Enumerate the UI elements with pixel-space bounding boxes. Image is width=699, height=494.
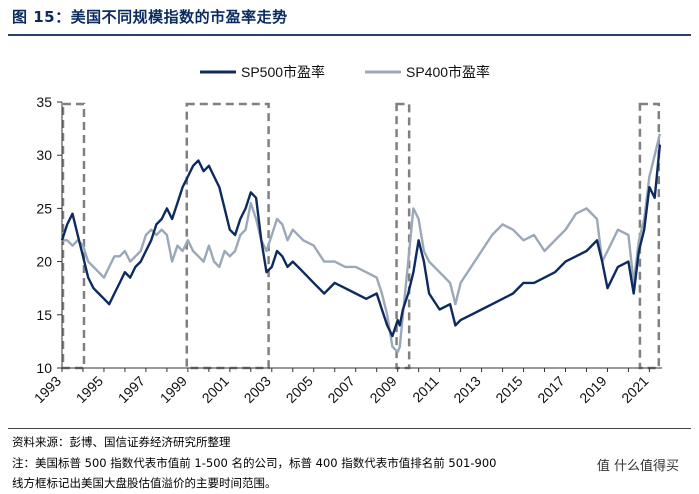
x-tick-label: 2019 xyxy=(576,373,609,406)
footer-divider xyxy=(8,428,691,429)
y-tick-label: 20 xyxy=(36,254,52,270)
title-divider xyxy=(8,34,691,36)
x-tick-label: 2011 xyxy=(409,373,442,406)
x-tick-label: 2017 xyxy=(534,373,567,406)
premium-period-box xyxy=(395,102,411,370)
premium-period-box xyxy=(185,102,270,370)
legend-label-sp400: SP400市盈率 xyxy=(406,64,490,80)
footnote-line-1: 注：美国标普 500 指数代表市值前 1-500 名的公司，标普 400 指数代… xyxy=(12,456,497,470)
x-tick-label: 2013 xyxy=(450,373,483,406)
legend-label-sp500: SP500市盈率 xyxy=(241,64,325,80)
figure-title: 图 15：美国不同规模指数的市盈率走势 xyxy=(12,8,288,26)
legend: SP500市盈率 SP400市盈率 xyxy=(200,64,490,80)
x-tick-label: 1993 xyxy=(31,373,64,406)
source-note: 资料来源：彭博、国信证券经济研究所整理 xyxy=(12,435,231,449)
y-tick-label: 30 xyxy=(36,147,52,163)
footnote-line-2: 线方框标记出美国大盘股估值溢价的主要时间范围。 xyxy=(12,476,277,490)
axes xyxy=(61,102,662,369)
x-tick-label: 1999 xyxy=(157,373,190,406)
watermark: 值 什么值得买 xyxy=(592,455,683,474)
y-tick-label: 10 xyxy=(36,360,52,376)
x-tick-label: 2007 xyxy=(324,373,357,406)
y-tick-label: 15 xyxy=(36,307,52,323)
x-tick-label: 2015 xyxy=(492,373,525,406)
y-tick-label: 35 xyxy=(36,94,52,110)
x-tick-label: 2001 xyxy=(199,373,232,406)
series-line-sp500 xyxy=(60,144,662,338)
y-tick-labels: 10 15 20 25 30 35 xyxy=(36,94,62,376)
premium-period-box xyxy=(61,102,86,370)
x-tick-labels: 1993 1995 1997 1999 2001 2003 2005 2007 2009 2011… xyxy=(31,368,652,406)
x-tick-label: 2021 xyxy=(618,373,651,406)
pe-line-chart: 10 15 20 25 30 35 1993 1995 1997 1999 2001 2003 200… xyxy=(31,64,662,406)
series-lines xyxy=(60,133,662,354)
x-tick-label: 2009 xyxy=(366,373,399,406)
x-tick-label: 1997 xyxy=(115,373,148,406)
y-tick-label: 25 xyxy=(36,200,52,216)
x-tick-label: 1995 xyxy=(73,373,106,406)
x-tick-label: 2003 xyxy=(241,373,274,406)
x-tick-label: 2005 xyxy=(283,373,316,406)
series-line-sp400 xyxy=(62,133,662,354)
